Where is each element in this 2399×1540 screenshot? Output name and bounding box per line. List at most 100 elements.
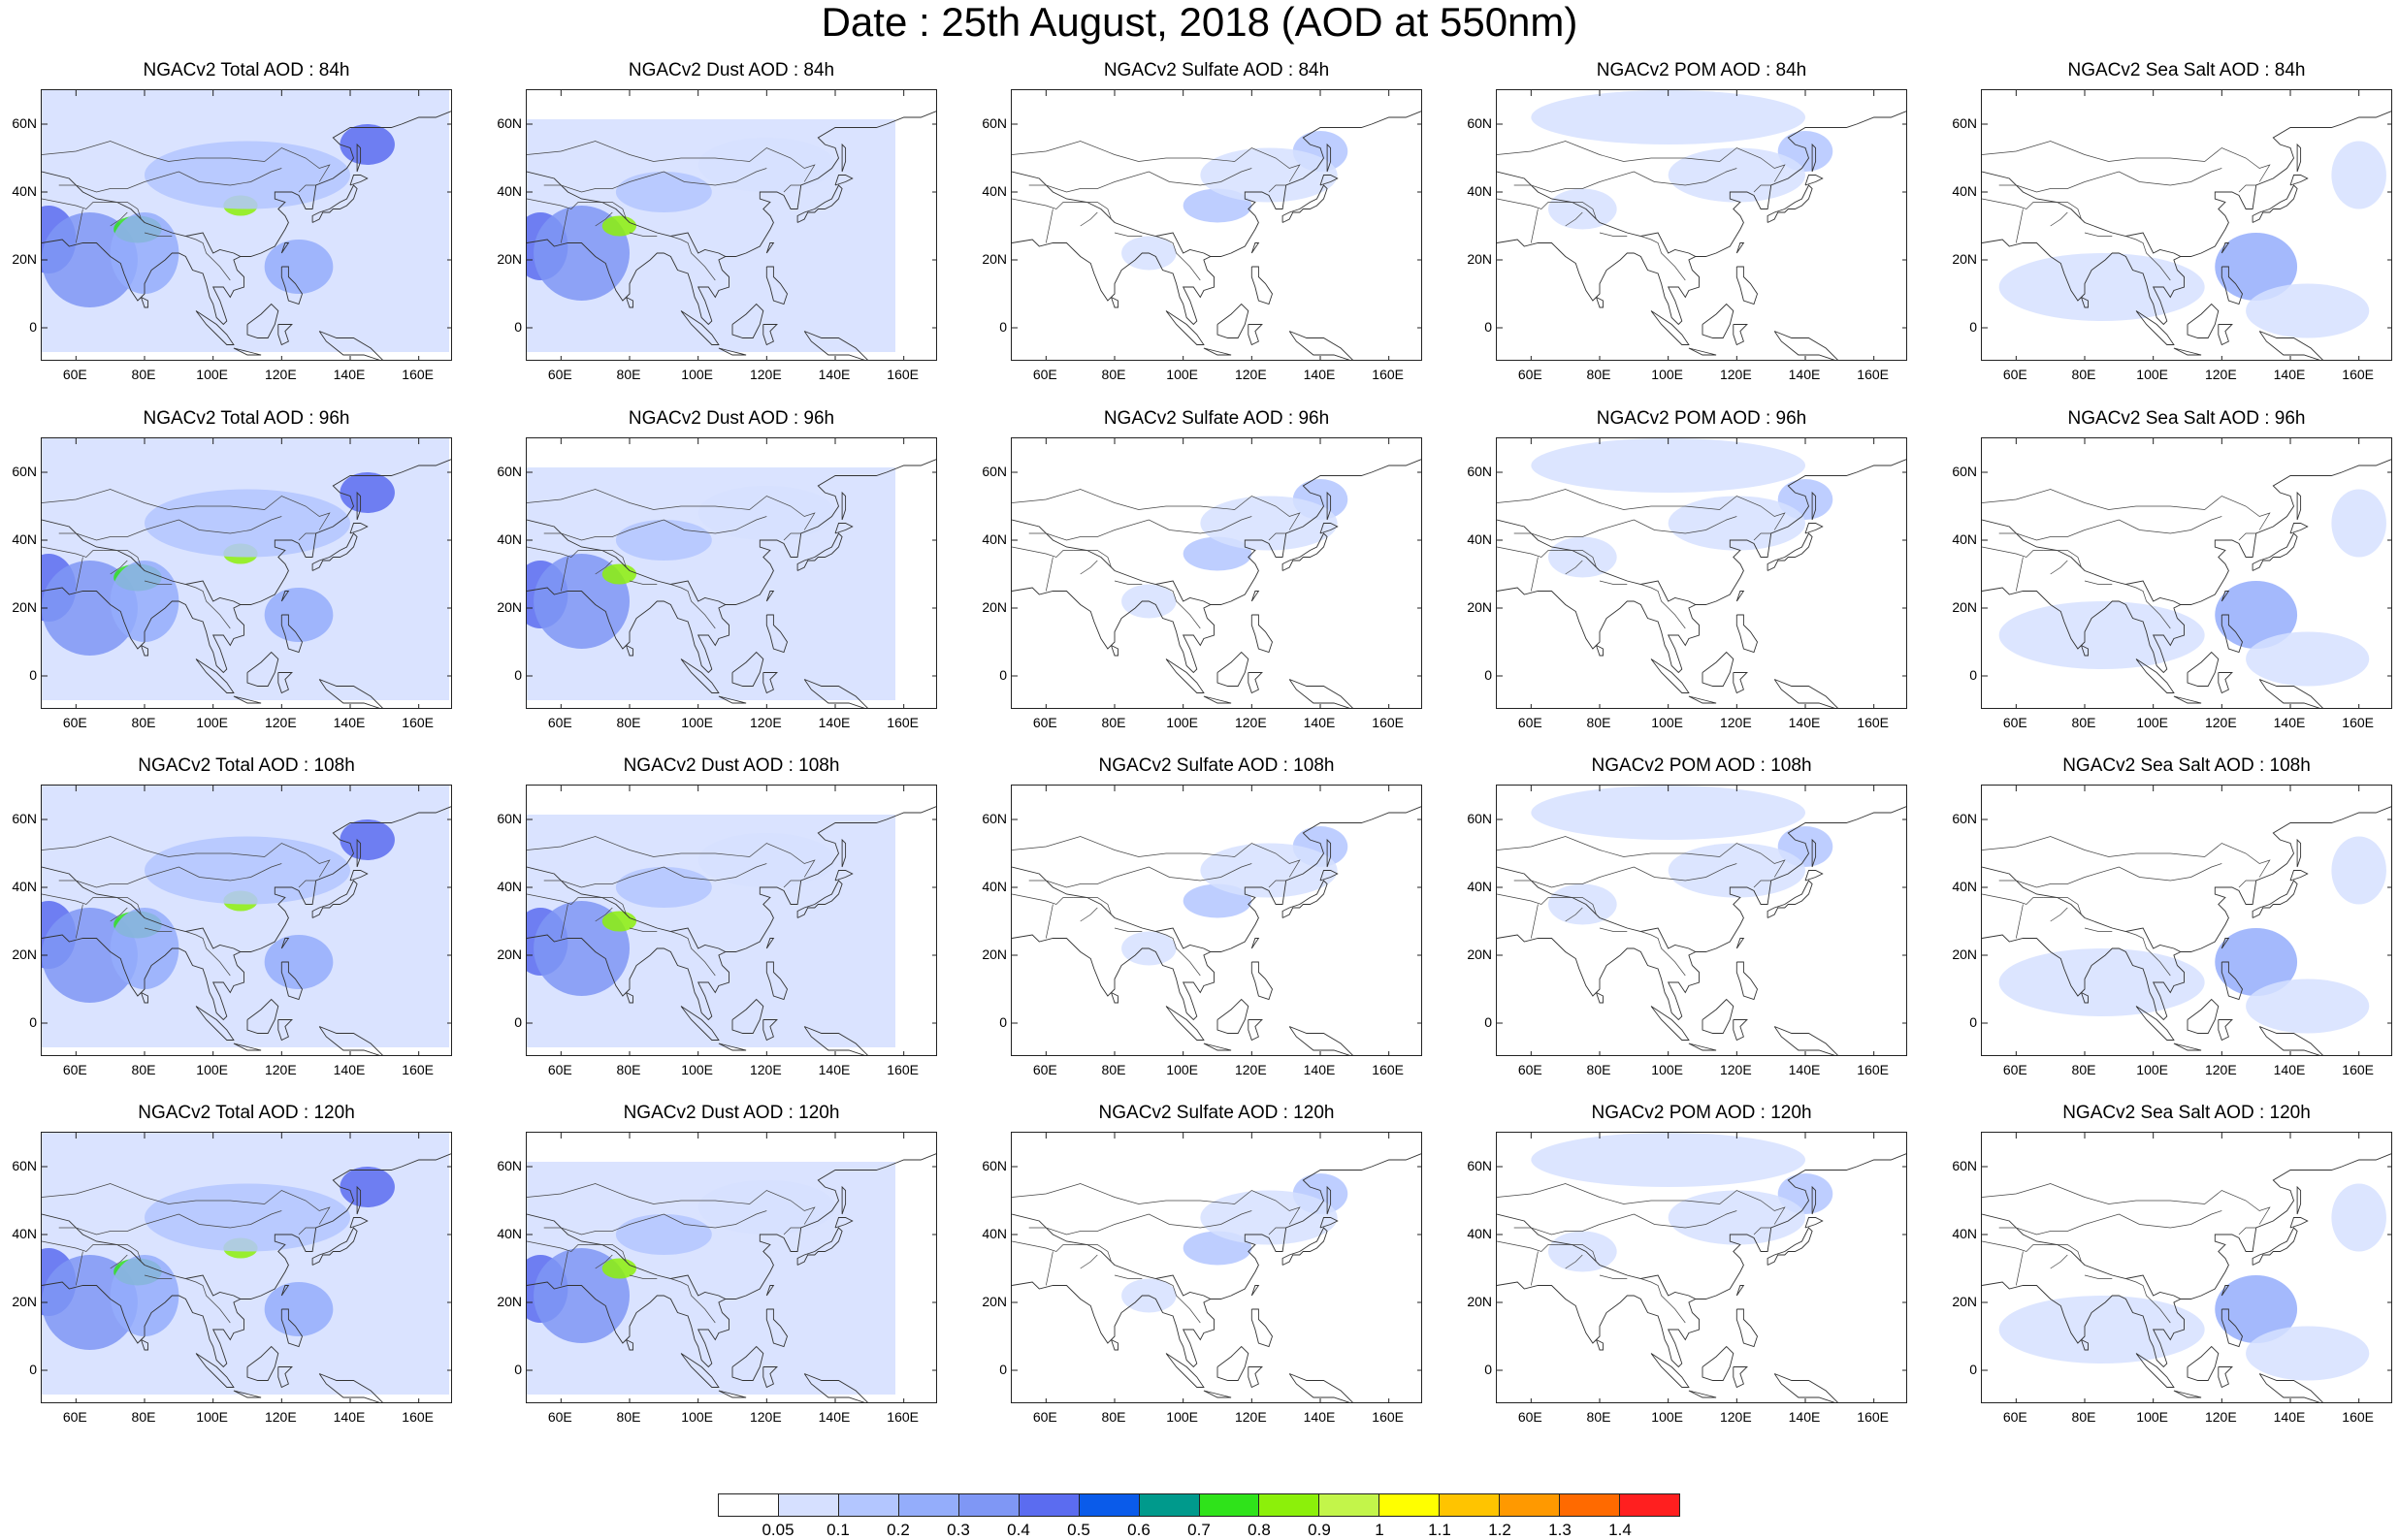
coastline [42,459,451,605]
lat-tick-label: 60N [1952,1158,1977,1173]
country-border [58,877,146,888]
lat-tick-label: 40N [1467,879,1492,894]
lat-tick-label: 40N [1467,183,1492,199]
country-border [110,1254,128,1269]
country-border [2125,1278,2171,1324]
lat-tick-label: 0 [999,1014,1007,1030]
lon-tick-label: 80E [616,1062,641,1077]
colorbar-box [1139,1494,1200,1516]
map-canvas [1497,90,1906,360]
lon-tick-label: 60E [2002,1062,2027,1077]
country-border [1982,893,2044,905]
figure-title: Date : 25th August, 2018 (AOD at 550nm) [821,0,1578,45]
country-border [1080,1254,1098,1269]
country-border [298,880,316,888]
country-border [527,1240,589,1252]
coastline [1497,1281,1700,1368]
country-border [1982,1240,2044,1252]
lat-tick-label: 0 [514,1014,522,1030]
map-canvas [527,438,936,708]
country-border [1565,1254,1583,1269]
coastline [2289,523,2309,534]
coastline [277,672,293,694]
coastline [42,587,244,674]
coastline [1319,175,1339,186]
lat-tick-label: 60N [1952,811,1977,826]
country-border [1998,529,2086,541]
country-border [1012,1183,1301,1225]
coastline [1735,266,1758,305]
country-border [2238,1227,2256,1235]
lon-tick-label: 60E [1517,1409,1542,1425]
panel-title: NGACv2 POM AOD : 120h [1591,1103,1812,1123]
lon-tick-label: 140E [1788,715,1821,730]
coastline [1650,658,1690,693]
lon-tick-label: 60E [1032,1062,1057,1077]
coastline [1288,1026,1353,1055]
country-border [1045,904,1054,939]
aod-field-patch [1668,496,1805,551]
aod-field-patch [264,240,334,294]
coastline [318,1026,383,1055]
aod-field-patch [2331,1183,2386,1252]
coastline [1773,679,1838,708]
coastline [1767,880,1813,918]
coastline [2221,591,2230,602]
country-border [783,184,801,193]
aod-field-patch [110,561,179,642]
country-border [1530,904,1539,939]
coastline [1216,1345,1249,1381]
lat-tick-label: 20N [497,1294,522,1309]
lat-tick-label: 20N [982,1294,1007,1309]
country-border [1045,209,1054,243]
lon-tick-label: 140E [1303,1062,1336,1077]
coastline [680,310,720,345]
lon-tick-label: 80E [1101,367,1126,382]
lat-tick-label: 20N [497,251,522,267]
country-border [1012,1240,1074,1252]
coastline [2258,331,2323,360]
country-border [75,904,83,939]
colorbar-label: 1.3 [1548,1521,1572,1539]
country-border [670,931,716,977]
country-border [58,529,146,541]
country-border [2084,516,2222,534]
panel-title: NGACv2 Dust AOD : 108h [623,755,840,776]
lon-tick-label: 140E [1303,715,1336,730]
country-border [144,1274,173,1279]
map-canvas [1012,1133,1421,1402]
country-border [1497,141,1786,182]
coastline [2296,1185,2302,1215]
coastline [280,1285,290,1297]
coastline [42,111,451,257]
country-border [2238,184,2256,193]
country-border [670,236,716,281]
coastline [1012,587,1215,674]
coastline [834,175,854,186]
lat-tick-label: 20N [12,946,37,962]
coastline [349,870,369,882]
lon-tick-label: 140E [2273,1062,2306,1077]
country-border [1982,546,2044,558]
lon-tick-label: 120E [1719,1409,1752,1425]
country-border [629,168,767,186]
lon-tick-label: 100E [681,367,713,382]
country-border [1073,897,1112,915]
country-border [1599,580,1628,585]
country-border [1114,168,1252,186]
country-border [1268,880,1286,888]
aod-field-patch [615,867,712,908]
coastline [762,324,778,346]
coastline [1982,111,2391,257]
aod-field-patch [1548,1231,1617,1272]
country-border [1530,209,1539,243]
coastline [765,614,788,654]
coastline [803,1026,868,1055]
coastline [1811,1185,1817,1215]
colorbar-box [1379,1494,1441,1516]
lon-tick-label: 140E [1303,1409,1336,1425]
lat-tick-label: 60N [497,1158,522,1173]
lon-tick-label: 160E [887,715,919,730]
colorbar-labels: 0.05 0.1 0.2 0.3 0.4 0.5 0.6 0.7 0.8 0.9 1 1.1 1.2 1.… [718,1521,1680,1540]
coastline [1735,1308,1758,1348]
